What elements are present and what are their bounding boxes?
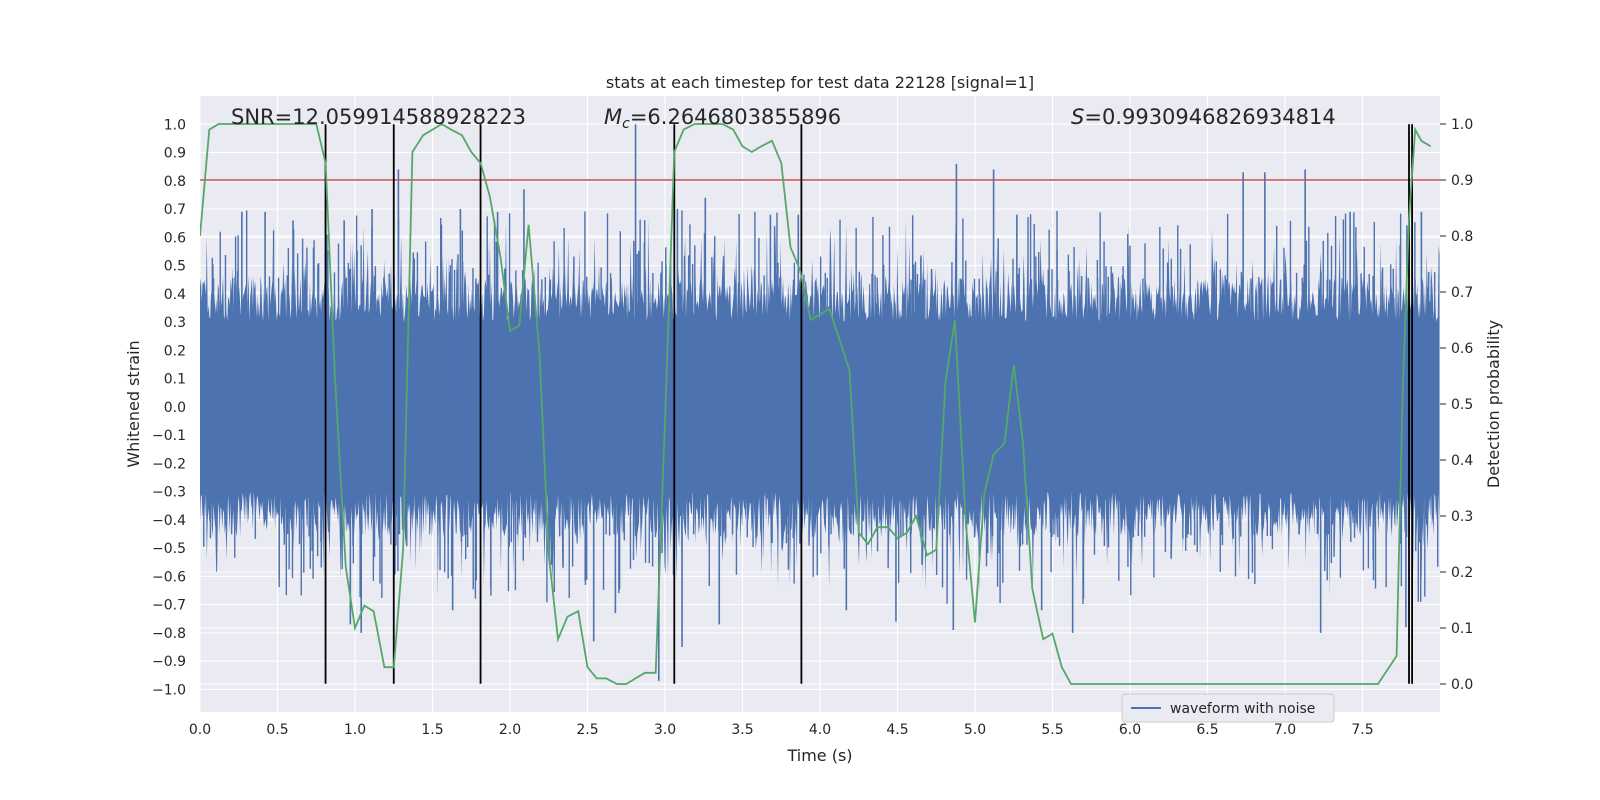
right-y-tick-label: 1.0 — [1451, 117, 1473, 133]
left-y-tick-label: −0.3 — [152, 485, 186, 501]
s-symbol: S — [1071, 105, 1084, 129]
x-tick-label: 1.5 — [421, 722, 443, 738]
left-y-tick-label: 0.2 — [164, 343, 186, 359]
x-tick-label: 0.5 — [266, 722, 288, 738]
legend-box — [1121, 693, 1335, 723]
waveform-spikes — [203, 124, 1439, 681]
x-tick-label: 1.0 — [344, 722, 366, 738]
chirp-mass-symbol: M — [604, 105, 622, 129]
left-y-tick-label: −0.8 — [152, 626, 186, 642]
legend: waveform with noise — [1121, 693, 1335, 723]
x-tick-label: 6.0 — [1119, 722, 1141, 738]
snr-annotation: SNR=12.059914588928223 — [231, 105, 526, 129]
chirp-mass-value: =6.2646803855896 — [630, 105, 841, 129]
x-tick-label: 2.5 — [576, 722, 598, 738]
right-y-tick-label: 0.8 — [1451, 229, 1473, 245]
x-tick-label: 5.5 — [1041, 722, 1063, 738]
left-y-tick-label: −0.6 — [152, 569, 186, 585]
right-y-tick-label: 0.9 — [1451, 173, 1473, 189]
left-y-tick-label: −0.7 — [152, 598, 186, 614]
s-annotation: S=0.9930946826934814 — [1071, 105, 1336, 129]
x-axis-label: Time (s) — [786, 746, 852, 765]
x-tick-label: 4.5 — [886, 722, 908, 738]
left-y-tick-label: −0.4 — [152, 513, 186, 529]
x-tick-label: 3.0 — [654, 722, 676, 738]
left-y-tick-label: −0.9 — [152, 654, 186, 670]
right-y-tick-label: 0.5 — [1451, 397, 1473, 413]
left-y-tick-label: 0.8 — [164, 174, 186, 190]
left-y-tick-label: −0.5 — [152, 541, 186, 557]
x-tick-label: 0.0 — [189, 722, 211, 738]
x-tick-label: 5.0 — [964, 722, 986, 738]
right-y-tick-label: 0.6 — [1451, 341, 1473, 357]
x-tick-label: 4.0 — [809, 722, 831, 738]
right-y-tick-label: 0.0 — [1451, 677, 1473, 693]
data-layer — [200, 122, 1440, 685]
left-y-tick-label: 0.5 — [164, 259, 186, 275]
x-tick-label: 2.0 — [499, 722, 521, 738]
left-y-tick-label: 0.6 — [164, 230, 186, 246]
s-value: =0.9930946826934814 — [1084, 105, 1335, 129]
right-y-tick-label: 0.7 — [1451, 285, 1473, 301]
x-tick-label: 6.5 — [1196, 722, 1218, 738]
chart-title: stats at each timestep for test data 221… — [606, 73, 1034, 92]
left-y-tick-label: 0.1 — [164, 372, 186, 388]
left-y-tick-label: −1.0 — [152, 682, 186, 698]
right-y-tick-label: 0.2 — [1451, 565, 1473, 581]
x-tick-label: 7.0 — [1274, 722, 1296, 738]
legend-entry-waveform: waveform with noise — [1170, 701, 1315, 717]
left-y-tick-label: 0.3 — [164, 315, 186, 331]
left-y-tick-label: −0.1 — [152, 428, 186, 444]
right-y-tick-label: 0.3 — [1451, 509, 1473, 525]
x-tick-label: 3.5 — [731, 722, 753, 738]
left-y-tick-label: 1.0 — [164, 117, 186, 133]
detection-probability-line — [200, 122, 1432, 685]
left-y-axis-label: Whitened strain — [124, 340, 143, 467]
right-y-tick-label: 0.4 — [1451, 453, 1473, 469]
left-y-tick-label: 0.0 — [164, 400, 186, 416]
chirp-mass-subscript: c — [622, 116, 630, 132]
x-tick-label: 7.5 — [1351, 722, 1373, 738]
right-y-tick-label: 0.1 — [1451, 621, 1473, 637]
right-y-axis-label: Detection probability — [1484, 320, 1503, 488]
left-y-tick-label: 0.9 — [164, 146, 186, 162]
axes: 0.0 0.5 1.0 1.5 2.0 2.5 3.0 3.5 4.0 4.5 5.0 5.5 6.0 6… — [152, 117, 1473, 738]
left-y-tick-label: 0.7 — [164, 202, 186, 218]
left-y-tick-label: −0.2 — [152, 456, 186, 472]
left-y-tick-label: 0.4 — [164, 287, 186, 303]
chirp-mass-annotation: Mc=6.2646803855896 — [604, 105, 841, 132]
